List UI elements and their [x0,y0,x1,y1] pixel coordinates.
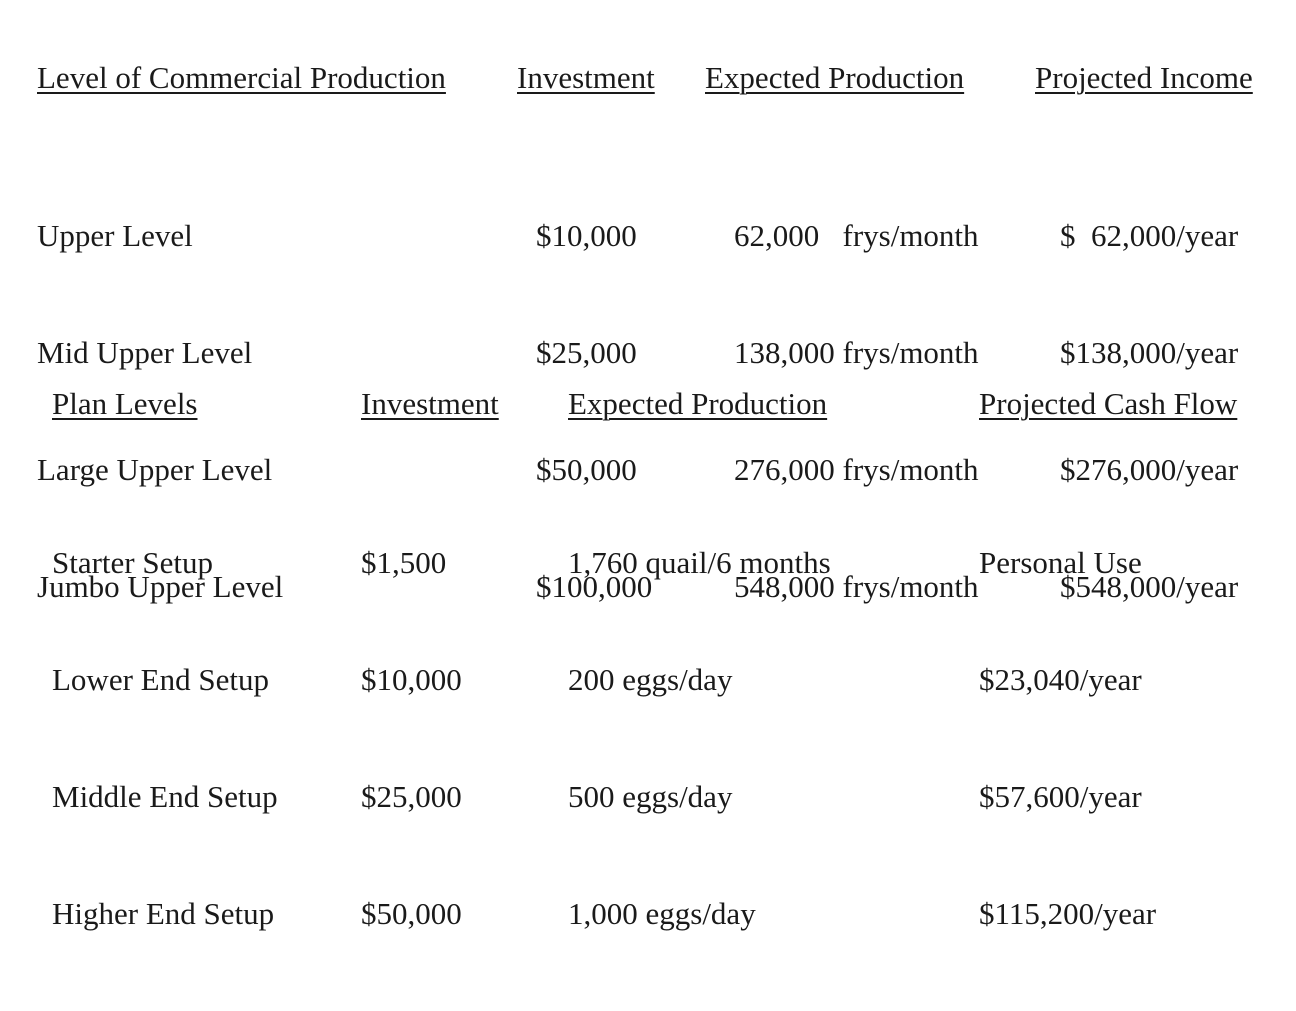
table-cell: Lower End Setup [52,662,269,697]
cashflow-column: Personal Use $23,040/year $57,600/year $… [979,465,1156,1011]
table-cell: 138,000 frys/month [734,335,979,370]
table-cell: Starter Setup [52,545,213,580]
table-cell: $10,000 [361,662,462,697]
table-cell: $50,000 [361,896,462,931]
level-column: Upper Level Mid Upper Level Large Upper … [37,138,283,684]
table-cell: $50,000 [536,452,637,487]
table-cell: $100,000 [536,569,653,604]
investment-column: $1,500 $10,000 $25,000 $50,000 [361,465,462,1011]
table-cell: 1,760 quail/6 months [568,545,831,580]
table-cell: Jumbo Upper Level [37,569,284,604]
production-column: 1,760 quail/6 months 200 eggs/day 500 eg… [568,465,831,1011]
table-cell: $1,500 [361,545,447,580]
table-cell: $ 62,000/year [1060,218,1239,253]
table-cell: Upper Level [37,218,193,253]
income-column: $ 62,000/year $138,000/year $276,000/yea… [1060,138,1238,684]
header-projected-income: Projected Income [1035,60,1253,95]
header-level-of-commercial-production: Level of Commercial Production [37,60,446,95]
investment-column: $10,000 $25,000 $50,000 $100,000 [536,138,652,684]
table-cell: 200 eggs/day [568,662,733,697]
table-cell: $276,000/year [1060,452,1239,487]
header-expected-production: Expected Production [705,60,965,95]
plan-column: Starter Setup Lower End Setup Middle End… [52,465,278,1011]
table-cell: 1,000 eggs/day [568,896,756,931]
table-cell: $115,200/year [979,896,1157,931]
header-projected-cash-flow: Projected Cash Flow [979,386,1238,421]
table-cell: Middle End Setup [52,779,278,814]
table-cell: 276,000 frys/month [734,452,979,487]
table-cell: $548,000/year [1060,569,1239,604]
header-investment: Investment [517,60,655,95]
table-cell: $57,600/year [979,779,1142,814]
table-cell: $138,000/year [1060,335,1239,370]
table-cell: $25,000 [536,335,637,370]
table-cell: Personal Use [979,545,1142,580]
table-cell: Mid Upper Level [37,335,253,370]
table-cell: 500 eggs/day [568,779,733,814]
table-cell: $10,000 [536,218,637,253]
table-cell: Higher End Setup [52,896,275,931]
table-cell: 62,000 frys/month [734,218,979,253]
header-expected-production: Expected Production [568,386,828,421]
table-cell: $25,000 [361,779,462,814]
header-plan-levels: Plan Levels [52,386,198,421]
table-cell: Large Upper Level [37,452,273,487]
production-column: 62,000 frys/month 138,000 frys/month 276… [734,138,979,684]
header-investment: Investment [361,386,499,421]
table-cell: 548,000 frys/month [734,569,979,604]
table-cell: $23,040/year [979,662,1142,697]
